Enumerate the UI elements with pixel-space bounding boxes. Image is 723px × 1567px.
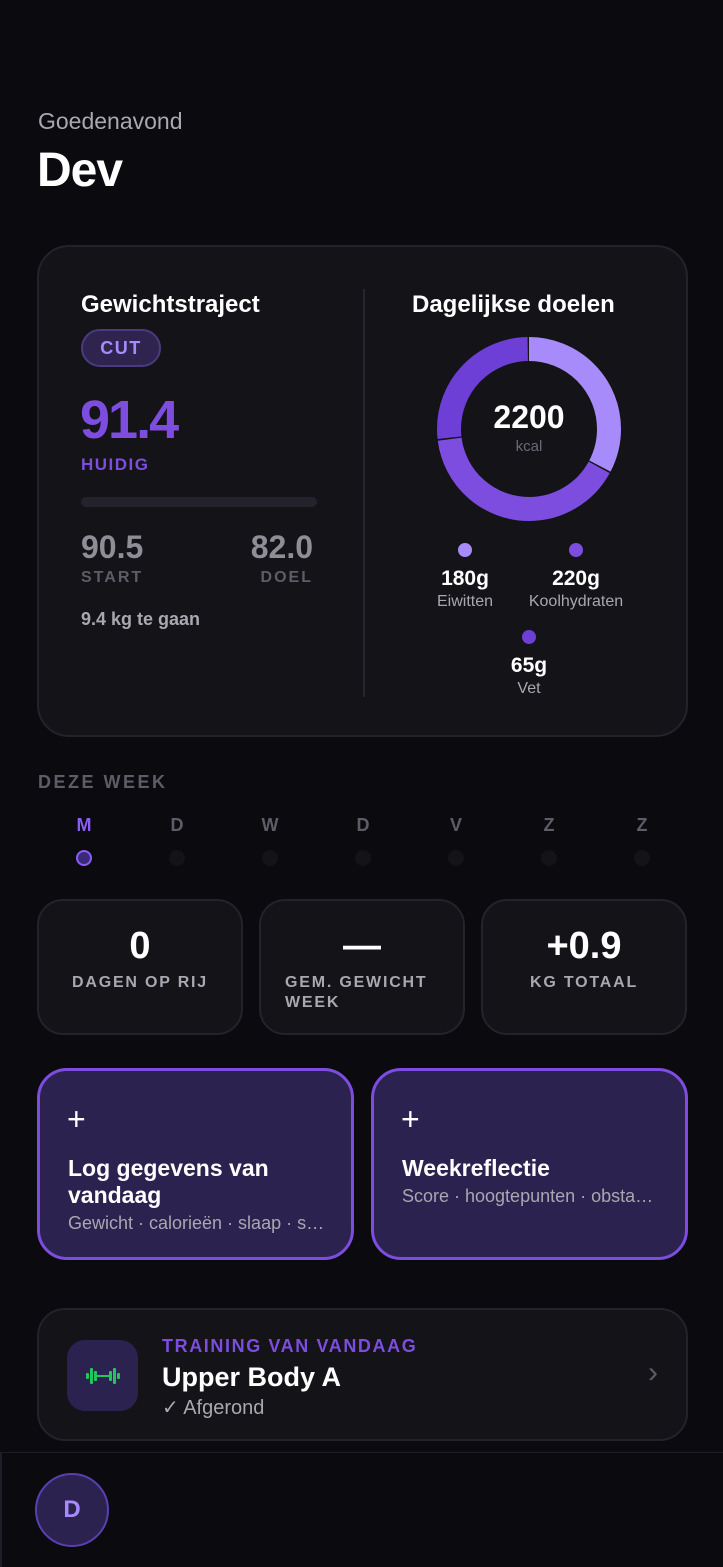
donut-segment-vet [437,337,621,521]
donut-segment-eiwitten [437,337,621,521]
goal-weight-label: DOEL [260,569,313,586]
current-weight-label: HUIDIG [81,455,150,474]
day-tuesday[interactable]: D [157,815,197,866]
day-letter: D [170,815,184,835]
goal-weight: 82.0 [250,529,313,565]
avg-weight-card: — GEM. GEWICHT WEEK [259,899,465,1035]
carbs-dot [569,543,583,557]
day-letter: Z [543,815,555,835]
donut-svg [437,337,621,521]
day-dot [541,850,557,866]
macro-fat: 65g Vet [464,630,594,698]
donut-segment-koolhydraten [437,337,621,521]
plus-icon: + [401,1101,420,1137]
weight-trajectory-title: Gewichtstraject [81,291,260,318]
profile-avatar-button[interactable]: D [35,1473,109,1547]
dumbbell-icon [67,1340,138,1411]
day-letter: W [261,815,279,835]
total-change-value: +0.9 [546,925,622,967]
day-dot [169,850,185,866]
day-letter: Z [636,815,648,835]
day-wednesday[interactable]: W [250,815,290,866]
overview-card: Gewichtstraject CUT 91.4 HUIDIG 90.5 STA… [37,245,688,737]
donut-center: 2200 kcal [437,337,621,521]
day-sunday[interactable]: Z [622,815,662,866]
weight-progress-bar [81,497,317,507]
daily-goals-title: Dagelijkse doelen [412,291,615,318]
training-eyebrow: TRAINING VAN VANDAAG [162,1336,418,1356]
streak-card: 0 DAGEN OP RIJ [37,899,243,1035]
day-thursday[interactable]: D [343,815,383,866]
day-letter: M [76,815,92,835]
card-divider [363,289,365,697]
fat-value: 65g [510,654,548,677]
start-weight: 90.5 [81,529,144,565]
dumbbell-svg [85,1367,120,1384]
day-letter: V [449,815,462,835]
greeting: Goedenavond [38,108,183,134]
training-status: ✓ Afgerond [162,1397,265,1419]
start-weight-label: START [81,569,144,586]
day-dot [262,850,278,866]
week-reflection-button[interactable]: + Weekreflectie Score · hoogtepunten · o… [371,1068,688,1260]
macro-protein: 180g Eiwitten [400,543,530,611]
day-friday[interactable]: V [436,815,476,866]
day-dot [634,850,650,866]
current-weight: 91.4 [80,390,179,450]
log-today-title: Log gegevens van vandaag [68,1155,269,1208]
carbs-value: 220g [552,567,600,590]
protein-value: 180g [441,567,489,590]
weight-remaining: 9.4 kg te gaan [81,609,201,629]
calorie-donut-chart: 2200 kcal [437,337,621,521]
total-change-card: +0.9 KG TOTAAL [481,899,687,1035]
week-reflection-title: Weekreflectie [402,1155,550,1181]
day-dot [76,850,92,866]
avg-weight-value: — [343,925,381,967]
user-name: Dev [37,144,123,197]
total-change-label: KG TOTAAL [529,974,639,991]
calorie-goal: 2200 [493,399,565,435]
week-reflection-subtitle: Score · hoogtepunten · obstakels [402,1186,661,1206]
carbs-label: Koolhydraten [528,593,624,610]
log-today-subtitle: Gewicht · calorieën · slaap · stappen [68,1213,327,1233]
fat-dot [522,630,536,644]
chevron-right-icon: › [648,1356,658,1389]
phase-badge: CUT [81,329,161,367]
training-title: Upper Body A [162,1362,342,1392]
fat-label: Vet [517,680,541,697]
day-dot [448,850,464,866]
day-monday[interactable]: M [64,815,104,866]
day-saturday[interactable]: Z [529,815,569,866]
streak-value: 0 [129,925,151,967]
plus-icon: + [67,1101,86,1137]
avg-weight-label: GEM. GEWICHT WEEK [285,974,428,1011]
todays-training-card[interactable]: TRAINING VAN VANDAAG Upper Body A ✓ Afge… [37,1308,688,1441]
day-dot [355,850,371,866]
macro-carbs: 220g Koolhydraten [511,543,641,611]
week-title: DEZE WEEK [38,772,168,792]
protein-dot [458,543,472,557]
log-today-button[interactable]: + Log gegevens van vandaag Gewicht · cal… [37,1068,354,1260]
day-letter: D [356,815,370,835]
protein-label: Eiwitten [436,593,494,610]
bottom-navigation [0,1452,723,1567]
streak-label: DAGEN OP RIJ [72,974,208,991]
calorie-unit: kcal [515,438,543,455]
